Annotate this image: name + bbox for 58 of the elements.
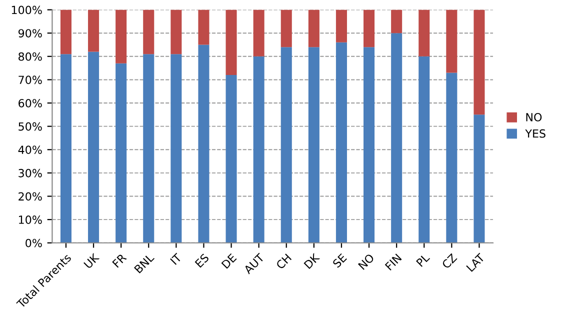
x-tick-label: IT bbox=[170, 252, 182, 265]
bar bbox=[116, 10, 127, 64]
x-tick-label: FIN bbox=[384, 254, 402, 271]
bar bbox=[170, 10, 182, 54]
y-tick-label: 30% bbox=[18, 168, 42, 178]
legend-label: YES bbox=[525, 129, 546, 138]
bar bbox=[418, 56, 430, 243]
y-tick-label: 40% bbox=[18, 146, 42, 154]
x-tick-label: CH bbox=[276, 254, 292, 270]
bar bbox=[198, 44, 210, 243]
y-tick-label: 20% bbox=[18, 192, 42, 201]
y-tick-label: 90% bbox=[18, 29, 42, 38]
bar bbox=[446, 10, 458, 73]
y-tick-label: 0% bbox=[26, 238, 42, 248]
bar bbox=[308, 10, 320, 48]
bar bbox=[474, 114, 485, 243]
x-tick-label: PL bbox=[416, 252, 430, 267]
legend-label: NO bbox=[526, 112, 542, 122]
bar bbox=[336, 42, 347, 243]
x-tick-label: SE bbox=[332, 253, 348, 268]
bar bbox=[364, 47, 375, 243]
x-tick-label: UK bbox=[84, 252, 100, 269]
bar bbox=[253, 56, 264, 243]
x-tick-label: ES bbox=[194, 253, 210, 268]
bar bbox=[170, 54, 182, 243]
bar bbox=[143, 54, 154, 243]
bar bbox=[88, 52, 100, 243]
y-tick-label: 60% bbox=[18, 98, 42, 108]
bar bbox=[391, 10, 402, 34]
bar bbox=[336, 10, 347, 42]
bar bbox=[418, 10, 430, 56]
y-tick-label: 50% bbox=[18, 122, 42, 131]
x-tick-label: NO bbox=[358, 253, 375, 270]
y-tick-label: 100% bbox=[12, 6, 42, 14]
bar bbox=[446, 72, 458, 243]
x-tick-label: DE bbox=[221, 253, 237, 269]
bar bbox=[226, 10, 237, 76]
x-tick-label: BNL bbox=[134, 252, 155, 274]
bar bbox=[308, 47, 320, 243]
bar bbox=[88, 10, 100, 52]
bar bbox=[280, 47, 292, 243]
bar bbox=[253, 10, 264, 56]
bar bbox=[364, 10, 375, 48]
y-tick-label: 70% bbox=[18, 76, 42, 84]
bar bbox=[116, 63, 127, 243]
bar bbox=[143, 10, 154, 54]
bar bbox=[60, 54, 72, 243]
x-tick-label: FR bbox=[112, 253, 127, 268]
y-tick-label: 80% bbox=[18, 52, 42, 61]
x-tick-label: CZ bbox=[441, 253, 458, 270]
x-tick-label: DK bbox=[304, 252, 320, 269]
y-tick-label: 10% bbox=[19, 216, 42, 224]
bar bbox=[60, 10, 72, 54]
bar bbox=[391, 33, 402, 243]
bar bbox=[280, 10, 292, 48]
bar bbox=[198, 10, 210, 45]
bar bbox=[226, 75, 237, 243]
bar bbox=[474, 10, 485, 115]
